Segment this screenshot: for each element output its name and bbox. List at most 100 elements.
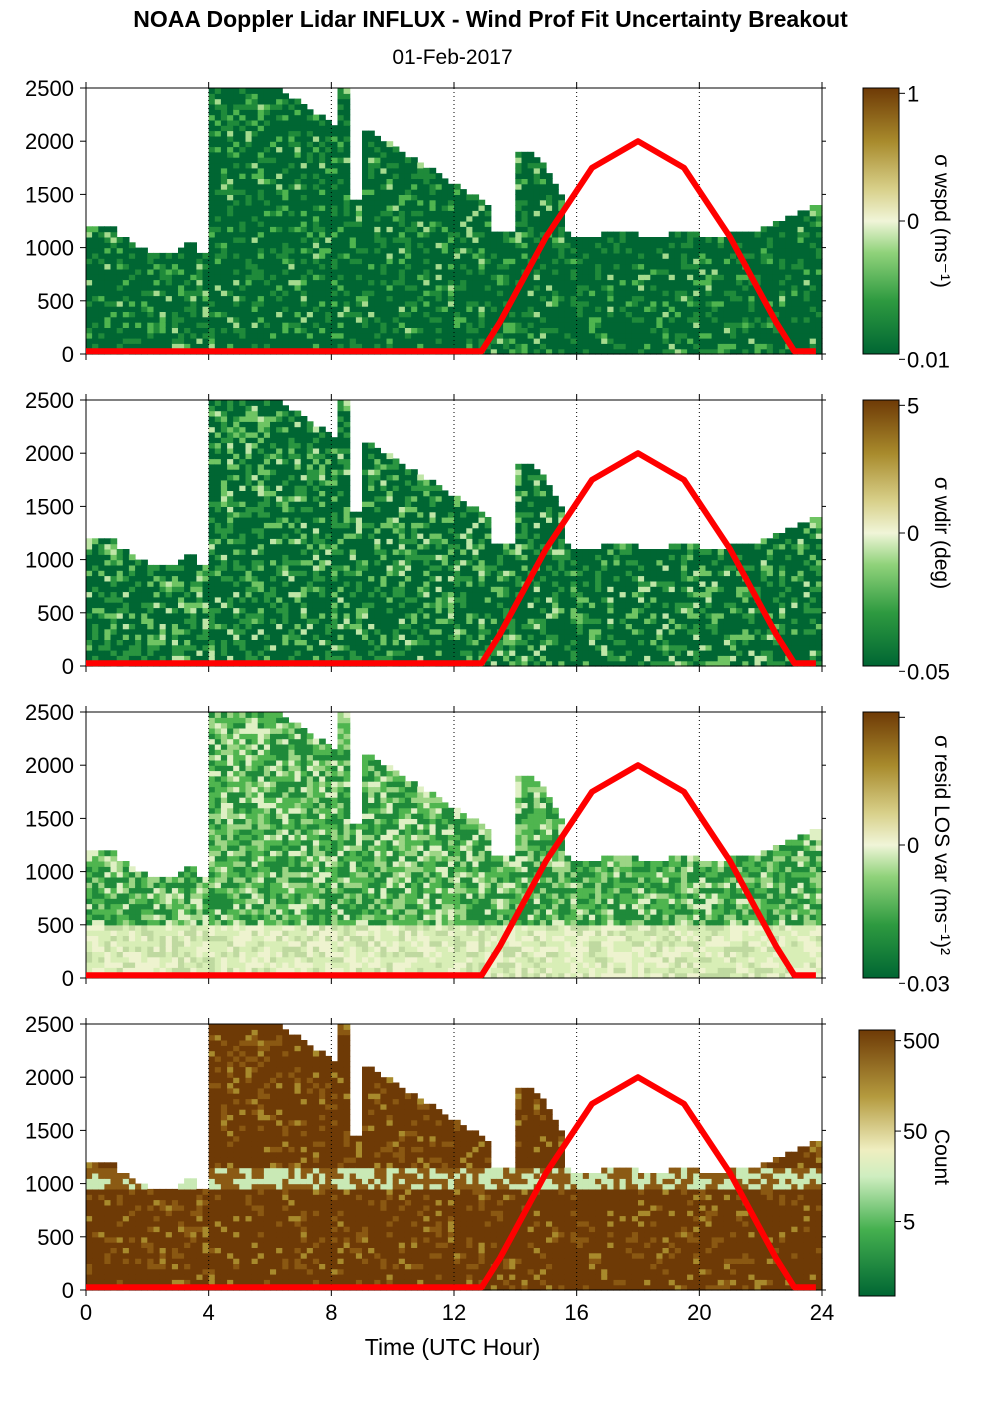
heatmap-cell (294, 343, 302, 350)
heatmap-cell (263, 628, 271, 635)
heatmap-cell (766, 263, 774, 270)
heatmap-cell (638, 322, 645, 328)
heatmap-cell (736, 343, 743, 350)
heatmap-cell (122, 263, 130, 270)
heatmap-cell (386, 284, 394, 291)
heatmap-cell (331, 215, 338, 222)
heatmap-cell (558, 290, 565, 297)
heatmap-cell (227, 205, 234, 211)
heatmap-cell (104, 274, 112, 281)
heatmap-cell (791, 263, 798, 270)
heatmap-cell (171, 575, 179, 582)
heatmap-cell (300, 469, 308, 476)
heatmap-cell (227, 426, 234, 433)
heatmap-cell (159, 252, 167, 259)
heatmap-cell (398, 226, 406, 233)
heatmap-cell (331, 284, 338, 291)
heatmap-cell (233, 252, 240, 259)
heatmap-cell (619, 274, 627, 281)
heatmap-cell (165, 580, 173, 587)
heatmap-cell (742, 327, 749, 334)
heatmap-cell (190, 602, 197, 609)
heatmap-cell (754, 338, 762, 344)
heatmap-cell (294, 575, 302, 582)
heatmap-cell (306, 538, 314, 545)
heatmap-cell (325, 332, 332, 339)
heatmap-cell (779, 348, 786, 355)
heatmap-cell (607, 279, 614, 286)
heatmap-cell (466, 263, 473, 270)
heatmap-cell (619, 242, 627, 249)
heatmap-cell (355, 263, 363, 270)
heatmap-cell (656, 332, 664, 339)
heatmap-cell (294, 125, 302, 132)
heatmap-cell (337, 215, 345, 222)
heatmap-cell (552, 284, 559, 291)
heatmap-cell (208, 205, 216, 211)
heatmap-cell (86, 618, 93, 624)
heatmap-cell (730, 343, 737, 350)
heatmap-cell (392, 306, 400, 312)
heatmap-cell (429, 178, 437, 185)
heatmap-cell (270, 596, 277, 603)
heatmap-cell (319, 290, 326, 297)
heatmap-cell (809, 284, 817, 291)
heatmap-cell (208, 162, 216, 169)
heatmap-cell (294, 109, 302, 116)
heatmap-cell (141, 306, 148, 312)
heatmap-cell (257, 125, 265, 132)
heatmap-cell (276, 564, 283, 571)
heatmap-cell (294, 607, 302, 614)
heatmap-cell (239, 93, 246, 100)
heatmap-cell (208, 242, 216, 249)
heatmap-cell (220, 511, 228, 518)
heatmap-cell (276, 554, 283, 561)
heatmap-cell (533, 274, 541, 281)
heatmap-cell (625, 284, 633, 291)
heatmap-cell (300, 104, 308, 110)
heatmap-cell (668, 348, 676, 355)
heatmap-cell (711, 338, 719, 344)
heatmap-cell (337, 263, 345, 270)
heatmap-cell (263, 447, 271, 454)
heatmap-cell (251, 178, 259, 185)
heatmap-cell (380, 247, 388, 254)
heatmap-cell (208, 173, 216, 179)
heatmap-cell (306, 490, 314, 497)
heatmap-cell (312, 189, 320, 195)
heatmap-cell (300, 421, 308, 428)
heatmap-cell (282, 453, 289, 460)
heatmap-cell (748, 231, 756, 238)
heatmap-cell (687, 279, 694, 286)
heatmap-cell (607, 306, 614, 312)
heatmap-cell (208, 88, 216, 94)
heatmap-cell (515, 252, 522, 259)
heatmap-cell (386, 258, 394, 265)
heatmap-cell (680, 268, 688, 275)
heatmap-cell (619, 306, 627, 312)
heatmap-cell (809, 242, 817, 249)
heatmap-cell (116, 644, 124, 651)
heatmap-cell (300, 215, 308, 222)
heatmap-cell (319, 205, 326, 211)
heatmap-cell (478, 290, 486, 297)
heatmap-cell (521, 279, 529, 286)
heatmap-cell (245, 338, 253, 344)
heatmap-cell (147, 628, 154, 635)
heatmap-cell (368, 268, 375, 275)
heatmap-cell (245, 628, 253, 635)
heatmap-cell (404, 167, 412, 174)
heatmap-cell (398, 215, 406, 222)
heatmap-cell (515, 268, 522, 275)
heatmap-cell (539, 162, 547, 169)
heatmap-cell (582, 258, 590, 265)
heatmap-cell (687, 343, 694, 350)
heatmap-cell (178, 602, 185, 609)
heatmap-cell (159, 306, 167, 312)
heatmap-cell (368, 263, 375, 270)
heatmap-cell (355, 274, 363, 281)
heatmap-cell (398, 194, 406, 201)
heatmap-cell (227, 252, 234, 259)
heatmap-cell (803, 231, 811, 238)
heatmap-cell (374, 231, 381, 238)
